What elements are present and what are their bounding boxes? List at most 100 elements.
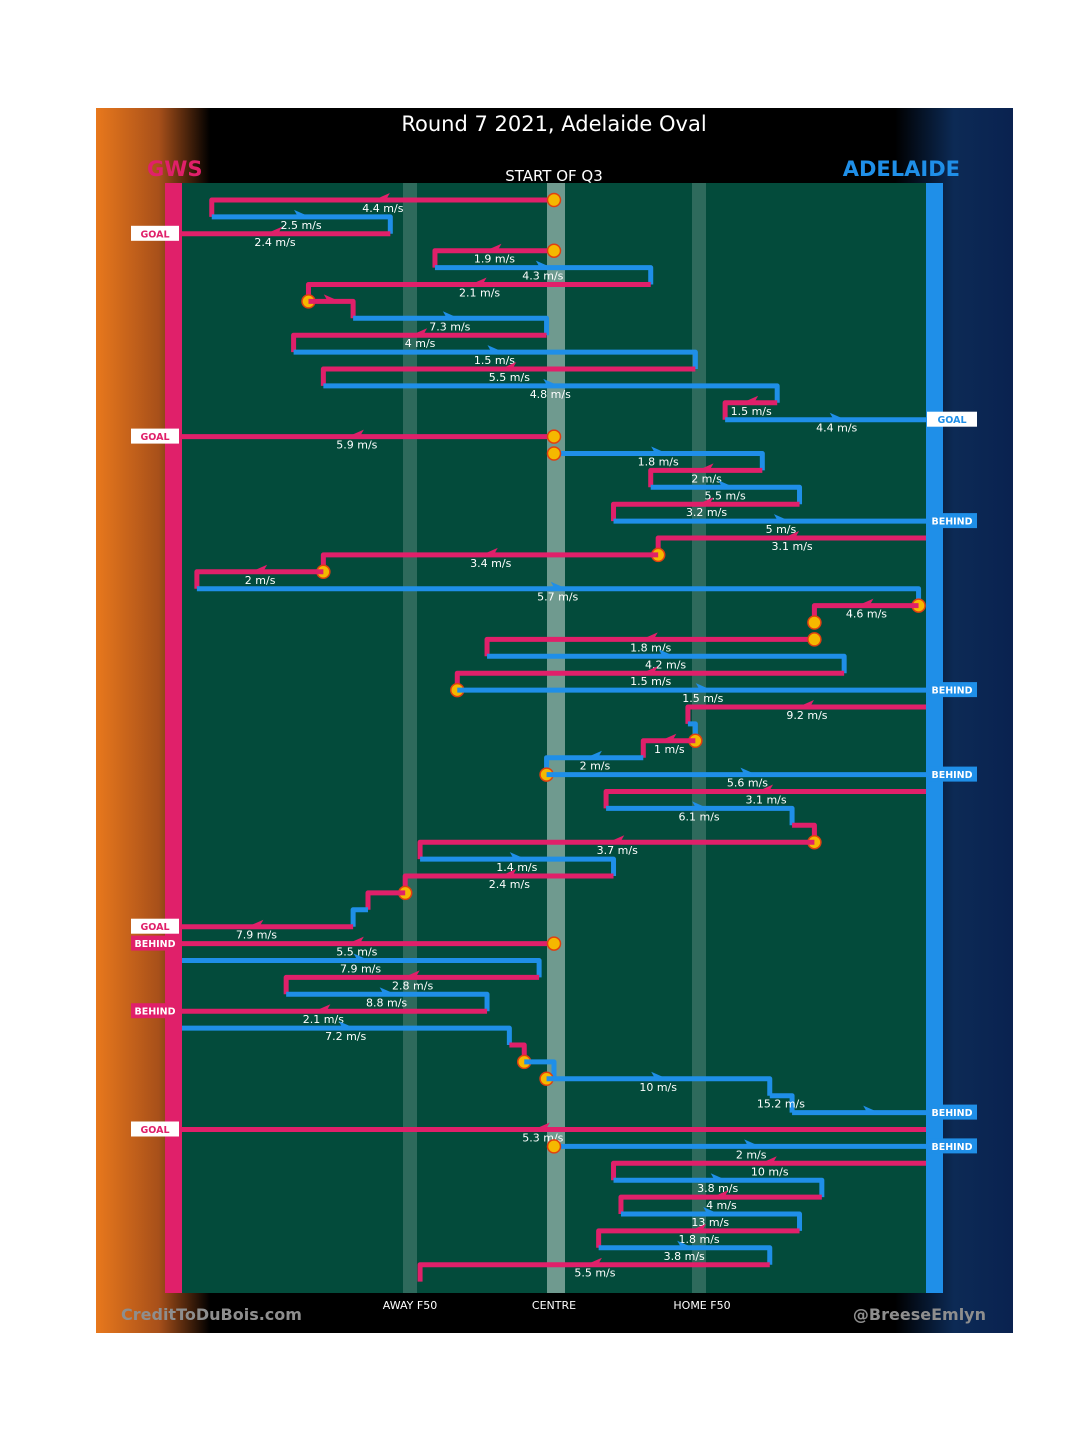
result-label: BEHIND [134,939,175,950]
result-label: BEHIND [134,1007,175,1018]
direction-arrow [411,328,428,336]
direction-arrow [690,1223,707,1231]
chain-segment [194,569,324,589]
direction-arrow [470,277,487,285]
direction-arrow [857,598,874,606]
result-badge [927,1104,977,1120]
speed-label: 2 m/s [736,1148,767,1161]
result-badge [131,1121,179,1137]
direction-arrow [500,869,517,876]
speed-label: 1 m/s [654,743,685,756]
stoppage-marker [546,192,562,208]
centre-line [547,183,565,1293]
speed-label: 2.5 m/s [280,219,321,232]
chain-segment [291,332,547,353]
chain-segment [554,451,765,471]
result-badge [927,1138,977,1154]
direction-arrow [251,564,268,572]
speed-label: 3.2 m/s [686,506,727,519]
speed-label: 4.6 m/s [846,608,887,621]
direction-arrow [535,260,552,268]
direction-arrow [294,209,311,217]
direction-arrow [487,345,504,353]
speed-label: 1.4 m/s [496,861,537,874]
speed-label: 7.9 m/s [340,963,381,976]
result-badge [131,935,179,951]
result-badge [131,918,179,934]
direction-arrow [797,700,814,707]
speed-label: 2.4 m/s [254,236,295,249]
direction-arrow [550,581,567,589]
direction-arrow [347,429,364,437]
result-label: GOAL [140,922,169,933]
direction-arrow [353,953,370,961]
speed-label: 9.2 m/s [786,709,827,722]
result-badge [131,1003,179,1019]
speed-label: 3.4 m/s [470,557,511,570]
speed-label: 1.5 m/s [682,692,723,705]
speed-label: 7.9 m/s [236,929,277,942]
direction-arrow [323,294,340,302]
chain-segment [350,907,368,927]
result-label: BEHIND [931,686,972,697]
chain-segment [420,856,617,876]
direction-arrow [703,1207,720,1214]
direction-arrow [695,683,712,691]
direction-arrow [697,497,714,505]
direction-arrow [660,733,677,741]
speed-label: 2 m/s [580,760,611,773]
result-label: BEHIND [931,770,972,781]
chain-segment [722,400,778,420]
result-badge [131,225,179,241]
speed-label: 7.2 m/s [325,1030,366,1043]
speed-label: 1.8 m/s [638,456,679,469]
chain-segment [293,349,698,369]
chain-segment [769,1093,795,1113]
direction-arrow [585,750,602,758]
direction-arrow [641,666,658,674]
direction-arrow [247,919,264,927]
speed-label: 5.7 m/s [537,591,578,604]
speed-label: 2.4 m/s [489,878,530,891]
speed-label: 7.3 m/s [429,320,470,333]
direction-arrow [373,193,390,200]
speed-label: 15.2 m/s [757,1098,805,1111]
speed-label: 5 m/s [766,523,797,536]
chain-segment [484,636,815,657]
direction-arrow [829,412,846,420]
direction-arrow [651,1071,668,1079]
chain-segment [365,890,406,910]
speed-label: 5.9 m/s [336,439,377,452]
direction-arrow [718,480,735,488]
direction-arrow [692,801,709,809]
speed-label: 3.1 m/s [745,794,786,807]
chain-segment [434,265,654,285]
chain-segment [283,974,540,995]
chain-segment [620,1211,803,1231]
chain-segment [487,653,847,674]
speed-label: 5.5 m/s [574,1267,615,1280]
speed-label: 13 m/s [691,1216,729,1229]
direction-arrow [863,1105,880,1113]
speed-label: 5.5 m/s [705,489,746,502]
chain-segment [685,704,926,724]
direction-arrow [379,987,396,995]
result-badge [927,411,977,427]
direction-arrow [712,1190,729,1198]
chain-segment [606,805,795,826]
stoppage-marker [807,615,822,630]
speed-label: 2.1 m/s [459,287,500,300]
direction-arrow [773,514,790,522]
chain-segment [308,298,356,319]
direction-arrow [509,852,526,860]
speed-label: 1.5 m/s [630,675,671,688]
direction-arrow [500,362,517,369]
segments-layer: 4.4 m/s 2.5 m/s 2.4 m/s GOAL 1.9 m/s 4.3 m/s 2… [131,192,977,1282]
chain-segment [524,1059,557,1079]
result-badge [927,513,977,529]
chain-segment [650,484,803,505]
away-f50-line [403,183,417,1293]
direction-arrow [757,784,774,792]
speed-label: 10 m/s [751,1165,789,1178]
adelaide-goal-bar [926,183,943,1293]
